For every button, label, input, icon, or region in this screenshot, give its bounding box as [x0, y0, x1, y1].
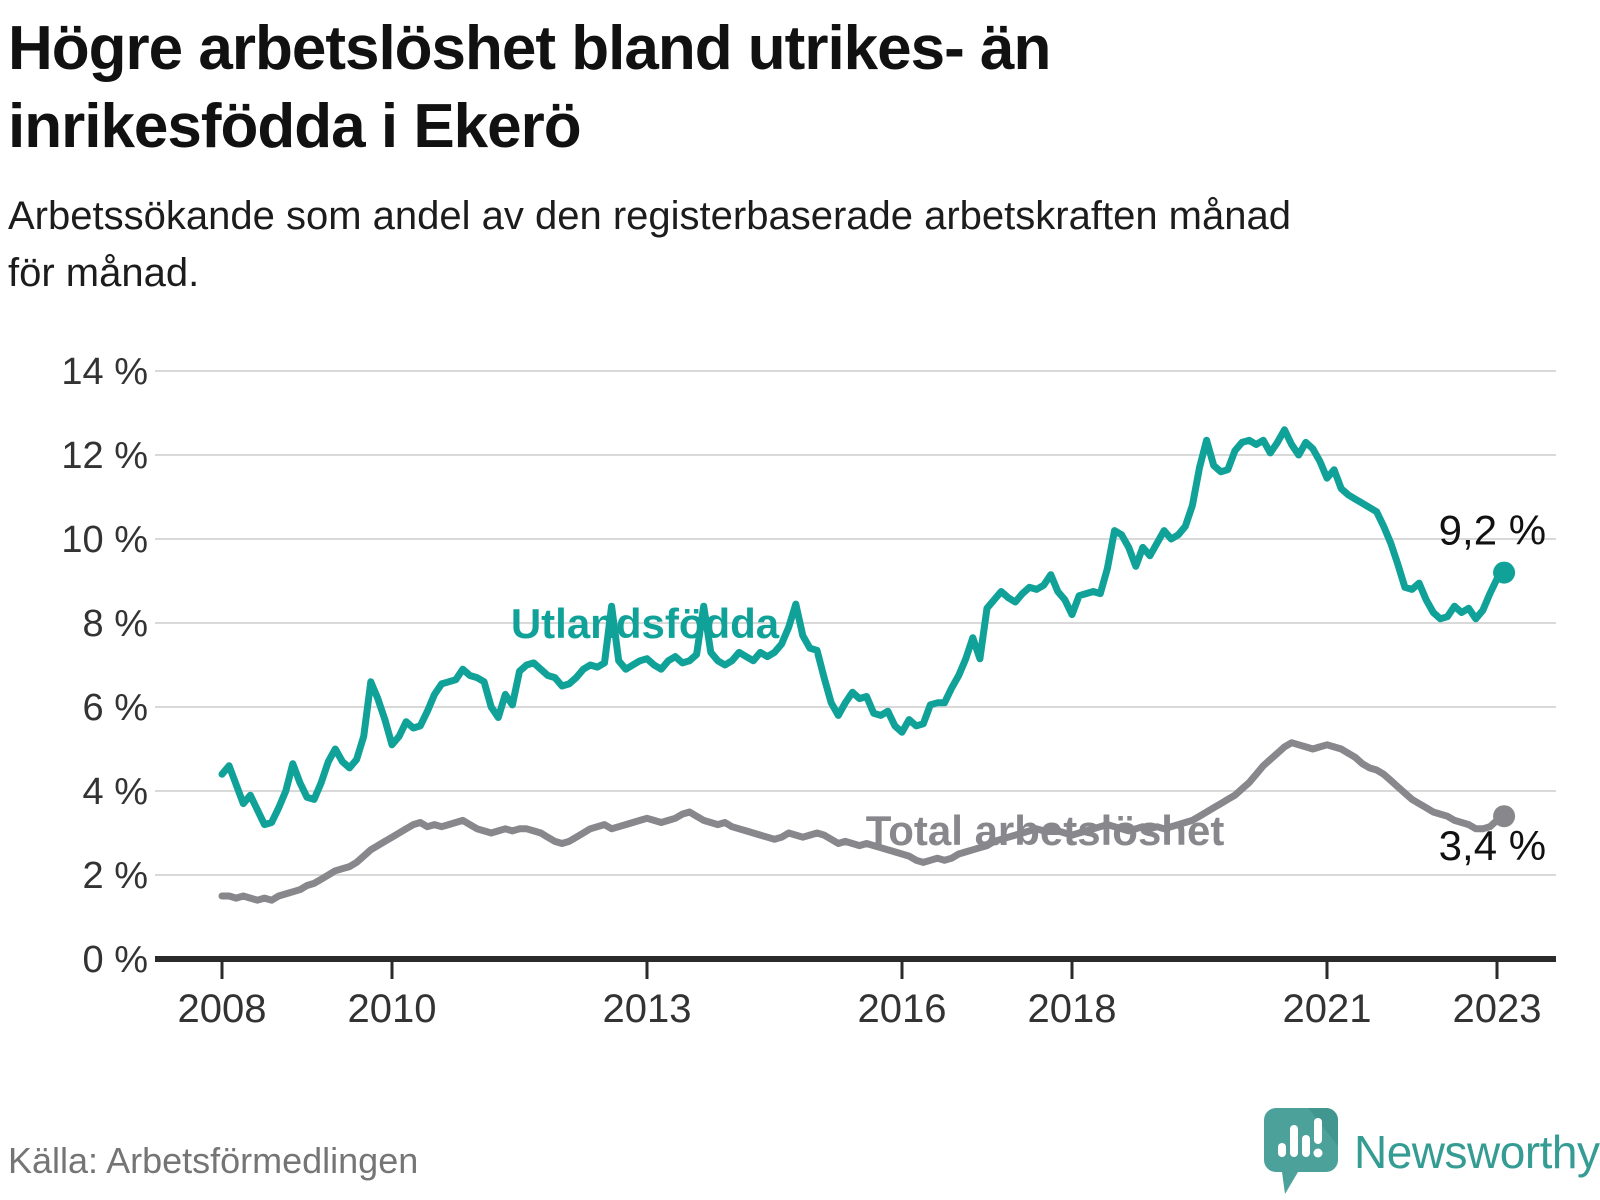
x-axis-label-2023: 2023	[1453, 987, 1542, 1031]
series-line-total	[218, 739, 1508, 904]
y-axis-label-10: 10 %	[61, 519, 148, 561]
y-axis-label-2: 2 %	[83, 855, 148, 897]
newsworthy-logo: Newsworthy	[1262, 1106, 1600, 1198]
logo-exclamation-dot	[1313, 1148, 1323, 1158]
logo-bar-3	[1302, 1135, 1310, 1157]
logo-bubble-shade	[1308, 1108, 1338, 1146]
page-title: Högre arbetslöshet bland utrikes- än inr…	[8, 10, 1051, 166]
x-axis-label-2021: 2021	[1283, 987, 1372, 1031]
logo-exclamation-bar	[1314, 1118, 1322, 1144]
subtitle-line-1: Arbetssökande som andel av den registerb…	[8, 194, 1291, 238]
series-line-utlandsfodda	[218, 426, 1508, 829]
source-note: Källa: Arbetsförmedlingen	[8, 1140, 419, 1181]
x-axis-label-2016: 2016	[858, 987, 947, 1031]
title-line-2: inrikesfödda i Ekerö	[8, 92, 582, 161]
chart-subtitle: Arbetssökande som andel av den registerb…	[8, 188, 1291, 302]
y-axis-label-8: 8 %	[83, 603, 148, 645]
y-axis-label-0: 0 %	[83, 939, 148, 981]
y-axis-label-14: 14 %	[61, 351, 148, 393]
value-label-utlandsfodda: 9,2 %	[1439, 507, 1546, 554]
newsworthy-logo-icon	[1264, 1108, 1338, 1194]
x-axis-label-2013: 2013	[603, 987, 692, 1031]
value-label-total: 3,4 %	[1439, 822, 1546, 869]
end-dot-total	[1493, 805, 1516, 828]
logo-bar-2	[1290, 1125, 1298, 1157]
series-label-total: Total arbetslöshet	[866, 807, 1225, 854]
subtitle-line-2: för månad.	[8, 251, 200, 295]
newsworthy-logo-text: Newsworthy	[1354, 1126, 1600, 1178]
x-axis-label-2010: 2010	[348, 987, 437, 1031]
x-axis-label-2008: 2008	[178, 987, 267, 1031]
end-dot-utlandsfodda	[1493, 561, 1516, 584]
y-axis-label-4: 4 %	[83, 771, 148, 813]
y-axis-label-6: 6 %	[83, 687, 148, 729]
x-axis-label-2018: 2018	[1028, 987, 1117, 1031]
series-label-utlandsfodda: Utlandsfödda	[511, 600, 780, 647]
logo-bar-1	[1278, 1143, 1286, 1157]
title-line-1: Högre arbetslöshet bland utrikes- än	[8, 14, 1051, 83]
y-axis-label-12: 12 %	[61, 435, 148, 477]
